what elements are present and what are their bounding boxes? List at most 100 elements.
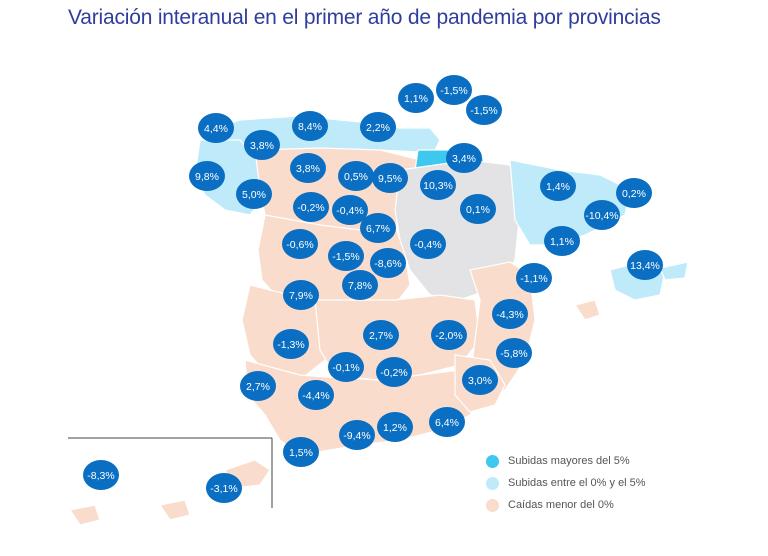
legend-label: Subidas mayores del 5% bbox=[508, 455, 630, 467]
province-value-label: 0,5% bbox=[344, 171, 368, 183]
marker-bubble bbox=[466, 95, 502, 125]
marker-bubble bbox=[376, 357, 412, 387]
legend-swatch bbox=[486, 454, 499, 468]
province-value-marker: 7,9% bbox=[283, 280, 319, 310]
province-value-label: -0,4% bbox=[336, 205, 363, 217]
province-value-label: -1,1% bbox=[520, 273, 547, 285]
province-value-marker: -3,1% bbox=[206, 473, 242, 503]
province-value-marker: -0,2% bbox=[293, 192, 329, 222]
province-value-marker: 1,4% bbox=[540, 171, 576, 201]
marker-bubble bbox=[332, 195, 368, 225]
province-value-marker: -2,0% bbox=[431, 320, 467, 350]
province-value-marker: 4,4% bbox=[198, 113, 234, 143]
province-value-marker: -1,1% bbox=[516, 263, 552, 293]
marker-bubble bbox=[283, 280, 319, 310]
province-value-marker: -1,3% bbox=[273, 329, 309, 359]
province-value-label: 7,8% bbox=[348, 280, 372, 292]
marker-bubble bbox=[363, 320, 399, 350]
province-value-marker: 9,5% bbox=[372, 163, 408, 193]
marker-bubble bbox=[240, 371, 276, 401]
province-value-marker: 5,0% bbox=[236, 179, 272, 209]
province-value-marker: -4,4% bbox=[298, 380, 334, 410]
province-value-label: -0,2% bbox=[380, 367, 407, 379]
province-value-marker: -0,1% bbox=[328, 352, 364, 382]
province-value-label: 0,2% bbox=[622, 188, 646, 200]
marker-bubble bbox=[420, 170, 456, 200]
province-value-label: -2,0% bbox=[435, 330, 462, 342]
province-value-marker: 3,0% bbox=[462, 365, 498, 395]
marker-bubble bbox=[516, 263, 552, 293]
province-value-label: -0,2% bbox=[297, 202, 324, 214]
province-value-label: 13,4% bbox=[630, 260, 660, 272]
marker-bubble bbox=[328, 352, 364, 382]
province-value-label: 1,5% bbox=[289, 447, 313, 459]
legend-item: Subidas entre el 0% y el 5% bbox=[486, 472, 646, 494]
marker-bubble bbox=[292, 111, 328, 141]
province-value-marker: 0,1% bbox=[460, 194, 496, 224]
province-value-label: 3,0% bbox=[468, 375, 492, 387]
marker-bubble bbox=[283, 437, 319, 467]
marker-bubble bbox=[290, 153, 326, 183]
province-value-marker: 2,7% bbox=[363, 320, 399, 350]
marker-bubble bbox=[189, 161, 225, 191]
province-value-marker: 8,4% bbox=[292, 111, 328, 141]
marker-bubble bbox=[492, 299, 528, 329]
province-value-marker: 10,3% bbox=[420, 170, 456, 200]
province-value-marker: -0,6% bbox=[282, 229, 318, 259]
province-value-label: 9,5% bbox=[378, 173, 402, 185]
province-value-label: 2,2% bbox=[366, 122, 390, 134]
province-value-label: 3,8% bbox=[296, 163, 320, 175]
province-value-label: 9,8% bbox=[195, 171, 219, 183]
marker-bubble bbox=[206, 473, 242, 503]
legend-swatch bbox=[486, 498, 499, 512]
marker-bubble bbox=[584, 200, 620, 230]
marker-bubble bbox=[462, 365, 498, 395]
province-value-marker: 1,5% bbox=[283, 437, 319, 467]
province-value-marker: -8,6% bbox=[370, 248, 406, 278]
province-value-label: 1,1% bbox=[404, 93, 428, 105]
marker-bubble bbox=[328, 241, 364, 271]
marker-bubble bbox=[431, 320, 467, 350]
map-title: Variación interanual en el primer año de… bbox=[68, 6, 661, 29]
province-value-marker: 6,7% bbox=[360, 213, 396, 243]
marker-bubble bbox=[360, 112, 396, 142]
marker-bubble bbox=[627, 250, 663, 280]
province-value-label: -9,4% bbox=[343, 430, 370, 442]
region-menorca bbox=[659, 261, 689, 281]
province-value-label: -3,1% bbox=[210, 483, 237, 495]
marker-bubble bbox=[338, 161, 374, 191]
province-value-marker: 3,4% bbox=[446, 143, 482, 173]
marker-bubble bbox=[198, 113, 234, 143]
province-value-marker: -4,3% bbox=[492, 299, 528, 329]
province-value-label: -8,6% bbox=[374, 258, 401, 270]
marker-bubble bbox=[544, 226, 580, 256]
marker-bubble bbox=[446, 143, 482, 173]
marker-bubble bbox=[377, 412, 413, 442]
legend-swatch bbox=[486, 476, 499, 490]
province-value-marker: 1,1% bbox=[398, 83, 434, 113]
marker-bubble bbox=[410, 229, 446, 259]
marker-bubble bbox=[398, 83, 434, 113]
marker-bubble bbox=[429, 407, 465, 437]
province-value-marker: -8,3% bbox=[83, 460, 119, 490]
province-value-label: 7,9% bbox=[289, 290, 313, 302]
province-value-marker: 6,4% bbox=[429, 407, 465, 437]
province-value-label: -5,8% bbox=[500, 348, 527, 360]
province-value-label: -1,5% bbox=[440, 85, 467, 97]
province-value-marker: -0,2% bbox=[376, 357, 412, 387]
province-value-marker: 1,2% bbox=[377, 412, 413, 442]
province-value-marker: -1,5% bbox=[466, 95, 502, 125]
province-value-marker: 3,8% bbox=[244, 130, 280, 160]
province-value-marker: -1,5% bbox=[328, 241, 364, 271]
province-value-label: -4,3% bbox=[496, 309, 523, 321]
province-value-label: 5,0% bbox=[242, 189, 266, 201]
province-value-label: -4,4% bbox=[302, 390, 329, 402]
marker-bubble bbox=[360, 213, 396, 243]
province-value-marker: 0,2% bbox=[616, 178, 652, 208]
region-canary-west bbox=[69, 504, 101, 526]
province-value-label: -1,5% bbox=[470, 105, 497, 117]
province-value-marker: -0,4% bbox=[332, 195, 368, 225]
province-value-marker: -1,5% bbox=[436, 75, 472, 105]
marker-bubble bbox=[370, 248, 406, 278]
